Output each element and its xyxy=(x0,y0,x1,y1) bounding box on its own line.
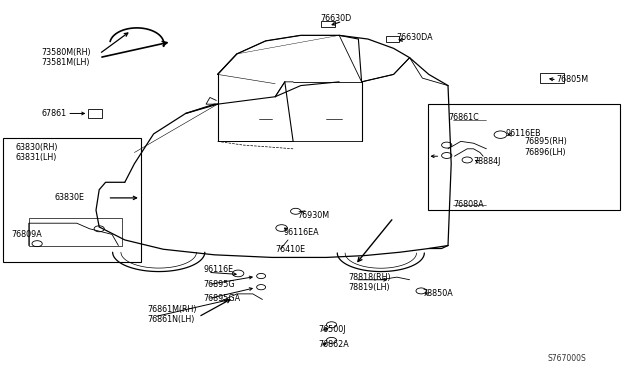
Text: 76630D: 76630D xyxy=(320,14,351,23)
Text: 76410E: 76410E xyxy=(275,245,305,254)
Bar xyxy=(88,109,102,118)
Text: 78818(RH)
78819(LH): 78818(RH) 78819(LH) xyxy=(349,273,392,292)
Text: 63830E: 63830E xyxy=(54,193,84,202)
Text: 76930M: 76930M xyxy=(298,211,330,220)
Text: 67861: 67861 xyxy=(42,109,67,118)
Text: 73580M(RH)
73581M(LH): 73580M(RH) 73581M(LH) xyxy=(42,48,92,67)
Text: 76895G: 76895G xyxy=(204,280,235,289)
Text: 76808A: 76808A xyxy=(453,200,484,209)
Bar xyxy=(386,36,399,42)
Bar xyxy=(428,104,620,210)
Text: 76500J: 76500J xyxy=(319,325,346,334)
Text: 76809A: 76809A xyxy=(12,230,42,239)
Text: 63830(RH)
63831(LH): 63830(RH) 63831(LH) xyxy=(16,143,58,162)
Text: 78884J: 78884J xyxy=(474,157,501,166)
Text: 76630DA: 76630DA xyxy=(397,33,433,42)
Bar xyxy=(29,218,122,246)
Bar xyxy=(321,21,335,27)
Text: 76895GA: 76895GA xyxy=(204,294,241,303)
Text: 96116EA: 96116EA xyxy=(284,228,319,237)
Text: 76861C: 76861C xyxy=(448,113,479,122)
Text: S767000S: S767000S xyxy=(547,354,586,363)
Text: 76861M(RH)
76861N(LH): 76861M(RH) 76861N(LH) xyxy=(147,305,196,324)
Text: 76862A: 76862A xyxy=(319,340,349,349)
Bar xyxy=(3,138,141,262)
Text: 76895(RH)
76896(LH): 76895(RH) 76896(LH) xyxy=(525,137,568,157)
Bar xyxy=(540,73,564,83)
Text: 76805M: 76805M xyxy=(557,76,589,84)
Text: 96116E: 96116E xyxy=(204,265,234,274)
Text: 78850A: 78850A xyxy=(422,289,453,298)
Text: 96116EB: 96116EB xyxy=(506,129,541,138)
